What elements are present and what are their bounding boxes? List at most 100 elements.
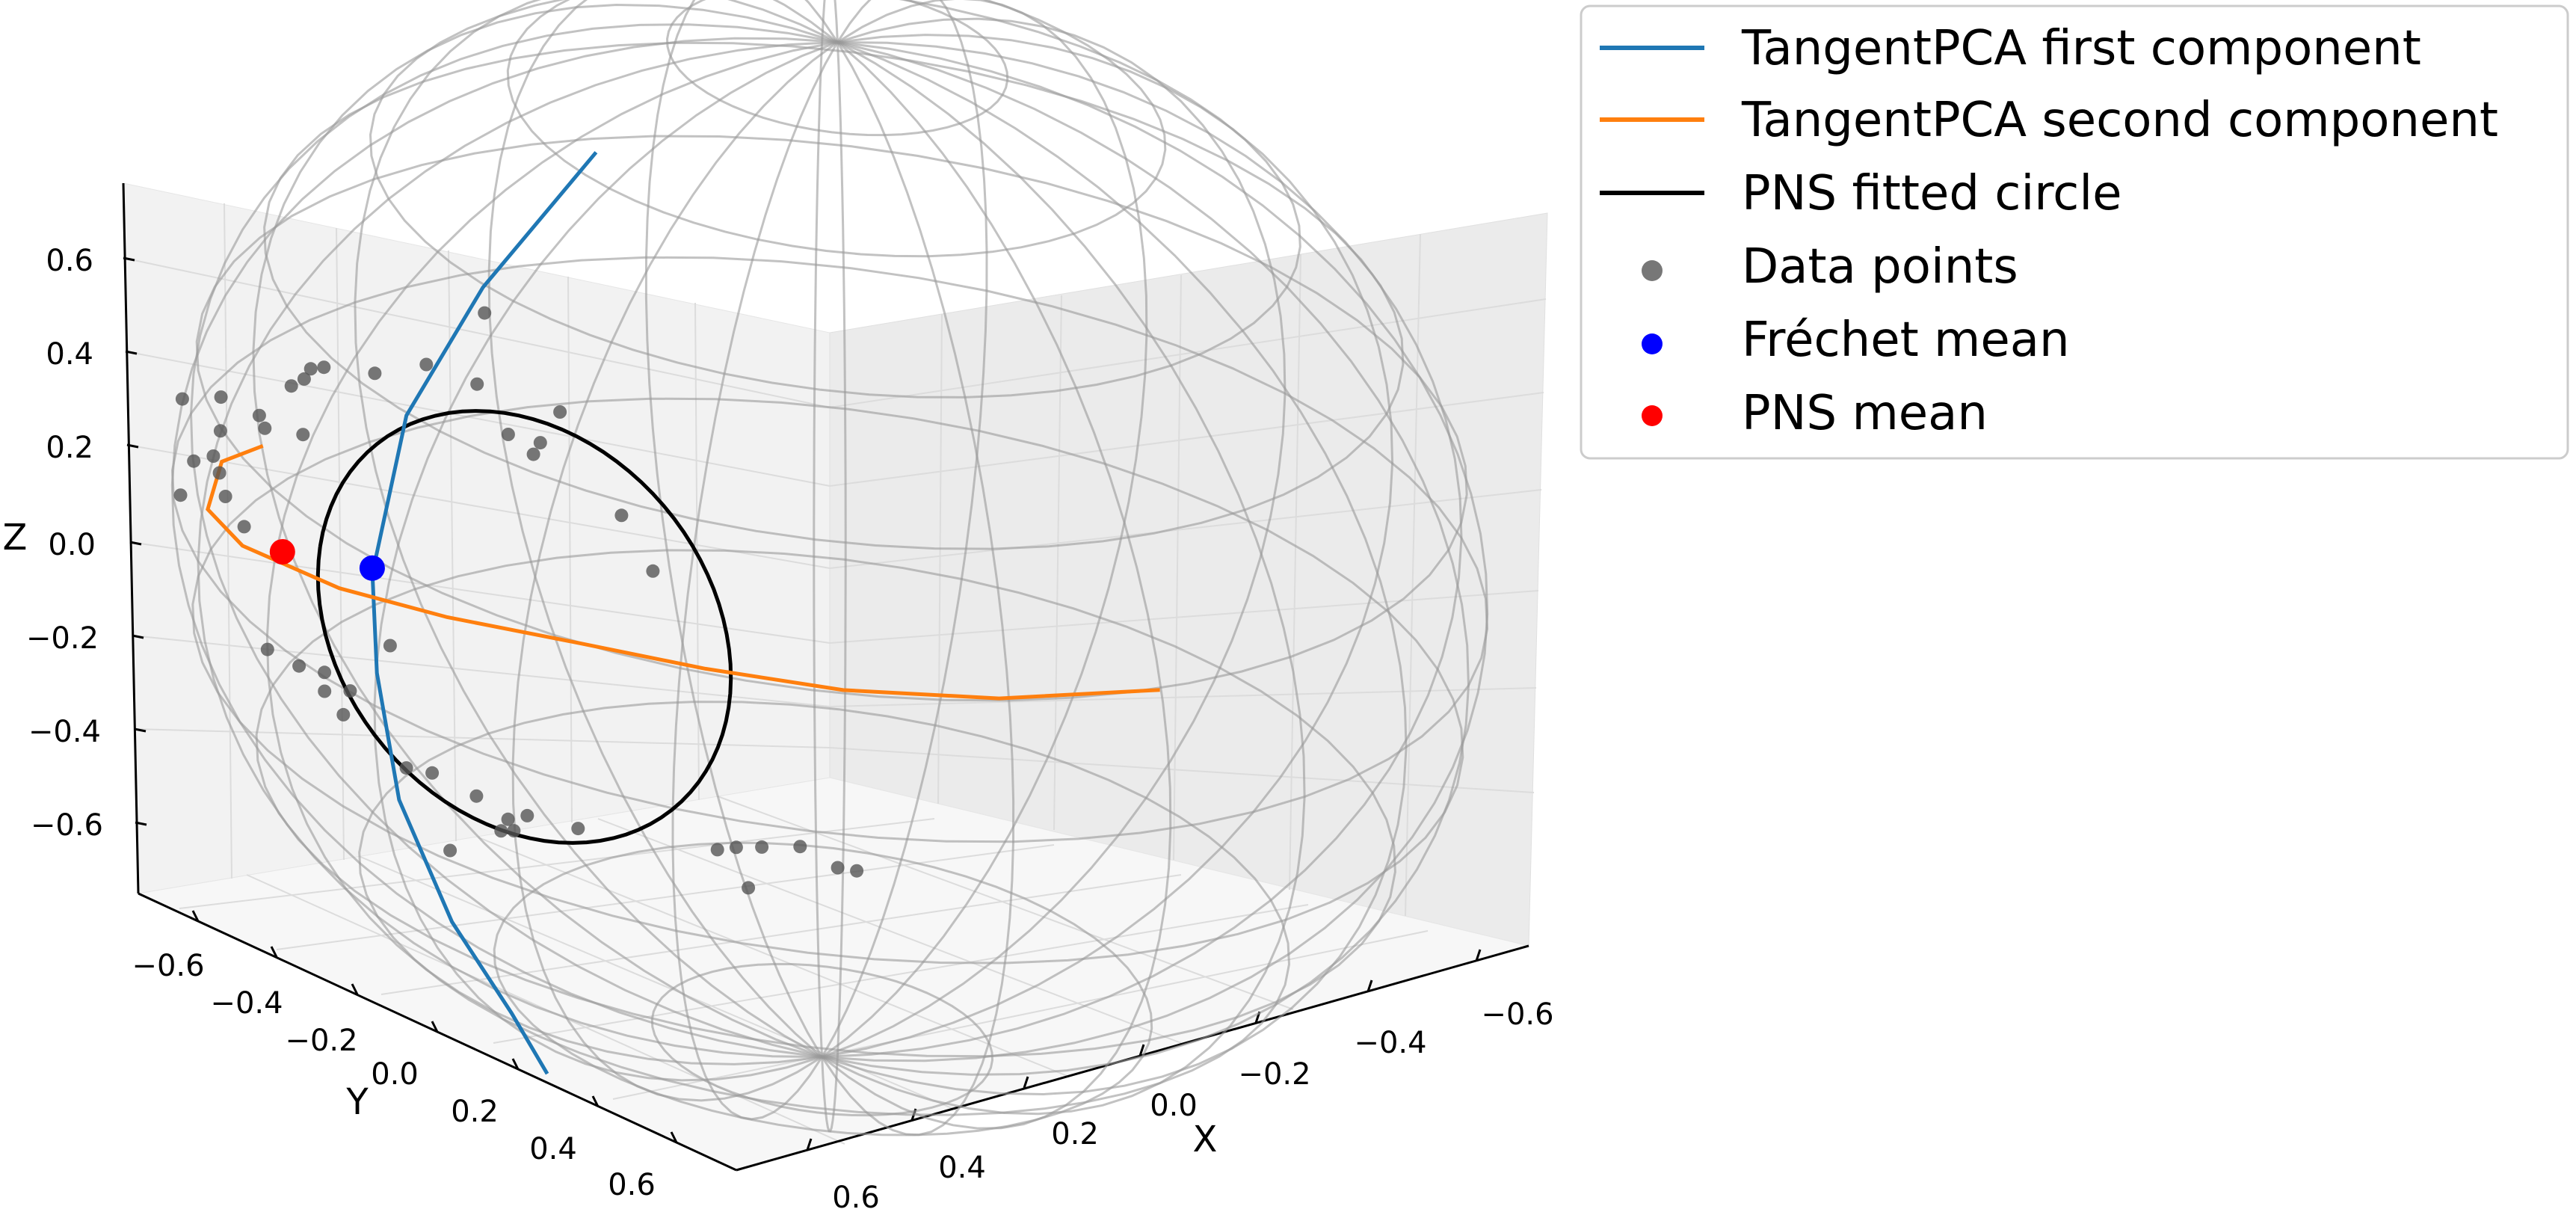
legend-label-tangentpca-first: TangentPCA first component [1741, 21, 2421, 76]
data-point [646, 564, 660, 578]
sphere-wireframe [170, 0, 1489, 1136]
sphere-parallel [506, 0, 1167, 258]
pns-fitted-circle [315, 409, 733, 845]
legend-marker-data-points [1642, 260, 1663, 281]
data-point [213, 424, 227, 438]
data-point [470, 377, 484, 391]
data-point [260, 642, 274, 656]
legend-marker-pns-mean [1642, 405, 1663, 426]
z-tick-label: −0.2 [26, 621, 99, 656]
data-point [501, 812, 515, 826]
y-tick-label: 0.2 [451, 1095, 499, 1129]
tangentpca-first-component-line [370, 151, 598, 1075]
x-tick-label: 0.2 [1051, 1117, 1099, 1151]
z-axis-line [122, 182, 140, 894]
data-layer [173, 151, 1160, 1075]
pns-mean-point [269, 539, 295, 565]
sphere-parallel [369, 0, 1301, 399]
x-tick-label: −0.2 [1238, 1057, 1310, 1092]
data-point [383, 639, 397, 653]
y-tick-label: 0.0 [371, 1057, 419, 1092]
data-point [526, 447, 540, 461]
data-point [553, 405, 567, 419]
data-point [831, 861, 845, 875]
x-tick-label: 0.4 [938, 1151, 986, 1185]
data-point [443, 843, 457, 858]
legend-frame [1580, 4, 2569, 460]
data-point [571, 822, 585, 836]
sphere-parallel [255, 549, 1396, 1058]
data-point [478, 306, 492, 320]
legend-label-pns-circle: PNS fitted circle [1742, 166, 2122, 221]
z-axis-label: Z [3, 517, 28, 559]
sphere-parallel [191, 397, 1464, 965]
z-tick-label: 0.4 [46, 337, 93, 372]
axes-panes [123, 182, 1548, 1171]
data-point [710, 843, 724, 857]
data-point [317, 360, 331, 375]
data-point [284, 379, 298, 393]
data-point [469, 789, 484, 803]
sphere-parallel [263, 41, 1405, 550]
legend-label-frechet-mean: Fréchet mean [1742, 313, 2070, 368]
data-point [218, 490, 232, 503]
x-tick-label: 0.0 [1150, 1089, 1198, 1123]
data-point [425, 766, 440, 780]
sphere-parallel [195, 135, 1468, 702]
y-tick-label: −0.4 [210, 986, 283, 1021]
data-point [343, 684, 357, 698]
data-point [793, 840, 807, 854]
data-point [252, 408, 266, 422]
frechet-mean-point [359, 555, 385, 581]
data-point [614, 508, 629, 523]
data-point [742, 881, 756, 895]
data-point [214, 390, 228, 405]
y-tick-label: −0.2 [285, 1024, 357, 1058]
data-point [173, 488, 188, 502]
data-point [318, 684, 332, 698]
data-point [175, 392, 189, 406]
data-point [368, 366, 382, 381]
z-tick-label: −0.6 [31, 808, 103, 843]
z-tick-labels: 0.6 0.4 0.2 0.0 −0.2 −0.4 −0.6 [26, 244, 103, 843]
legend-label-tangentpca-second: TangentPCA second component [1741, 93, 2498, 148]
legend-label-data-points: Data points [1742, 239, 2018, 295]
legend-marker-frechet-mean [1642, 333, 1663, 354]
y-tick-labels: −0.6 −0.4 −0.2 0.0 0.2 0.4 0.6 [132, 949, 655, 1202]
data-point [399, 761, 413, 775]
data-point [206, 449, 221, 463]
y-tick-label: 0.6 [608, 1168, 656, 1202]
data-point [850, 864, 864, 878]
x-tick-labels: 0.6 0.4 0.2 0.0 −0.2 −0.4 −0.6 [832, 997, 1553, 1215]
data-point [187, 454, 201, 468]
data-point [533, 436, 547, 450]
legend-label-pns-mean: PNS mean [1742, 386, 1988, 441]
tangentpca-second-component-line [206, 443, 1160, 701]
data-point [296, 428, 310, 442]
data-point [755, 840, 769, 854]
y-axis-label: Y [345, 1081, 369, 1123]
data-point [292, 659, 306, 673]
x-tick-label: −0.4 [1354, 1026, 1426, 1060]
data-point [419, 357, 434, 372]
legend: TangentPCA first component TangentPCA se… [1580, 4, 2569, 460]
sphere-parallel [650, 962, 994, 1117]
x-tick-label: −0.6 [1481, 997, 1553, 1032]
sphere-parallel [358, 701, 1291, 1116]
z-tick-label: 0.6 [46, 244, 93, 278]
data-point [507, 824, 521, 838]
x-tick-label: 0.6 [832, 1181, 880, 1215]
data-point [494, 824, 508, 838]
data-point [318, 665, 332, 680]
data-point [520, 808, 534, 822]
z-tick-label: 0.0 [48, 528, 96, 562]
data-point [501, 428, 515, 441]
y-tick-label: 0.4 [529, 1132, 577, 1166]
x-axis-label: X [1193, 1119, 1218, 1160]
data-point [336, 707, 351, 722]
sphere-parallel [665, 0, 1009, 137]
z-tick-label: −0.4 [28, 715, 101, 749]
data-point [729, 840, 743, 855]
sphere-parallel [493, 841, 1153, 1136]
